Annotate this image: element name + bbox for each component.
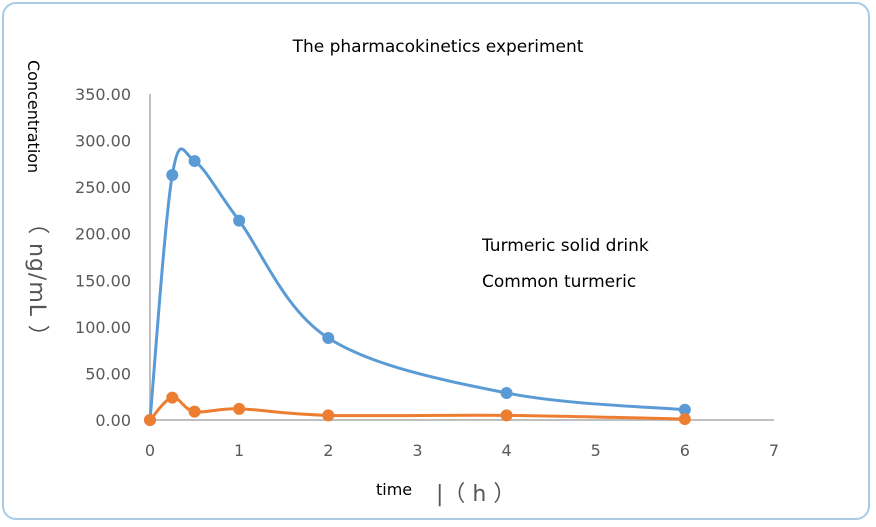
chart-title: The pharmacokinetics experiment <box>292 37 584 57</box>
data-point-series-1 <box>188 405 201 418</box>
x-axis-label: time <box>376 480 413 499</box>
data-point-series-0 <box>233 214 246 227</box>
y-tick-label: 250.00 <box>75 178 131 197</box>
y-tick-label: 200.00 <box>75 225 131 244</box>
data-point-series-1 <box>678 413 691 426</box>
data-point-series-1 <box>322 409 335 422</box>
x-axis-unit: |（ h ） <box>436 482 516 507</box>
y-tick-label: 0.00 <box>95 411 131 430</box>
x-tick-label: 7 <box>769 441 779 460</box>
series-line-1 <box>148 396 685 422</box>
data-point-series-1 <box>233 402 246 415</box>
data-point-series-1 <box>500 409 513 422</box>
data-point-series-0 <box>322 332 335 345</box>
x-tick-label: 1 <box>234 441 244 460</box>
y-axis-unit: （ ng/mL ） <box>24 212 49 348</box>
x-tick-label: 4 <box>501 441 511 460</box>
y-tick-label: 300.00 <box>75 132 131 151</box>
y-tick-label: 100.00 <box>75 318 131 337</box>
data-point-series-1 <box>144 414 156 426</box>
x-tick-label: 6 <box>680 441 690 460</box>
x-tick-label: 3 <box>412 441 422 460</box>
chart-frame <box>2 2 870 520</box>
x-tick-label: 2 <box>323 441 333 460</box>
legend-entry-1: Common turmeric <box>482 272 637 292</box>
y-tick-label: 50.00 <box>85 364 131 383</box>
data-point-series-0 <box>500 386 513 399</box>
data-point-series-0 <box>188 155 201 168</box>
y-tick-label: 350.00 <box>75 85 131 104</box>
data-point-series-0 <box>166 169 179 182</box>
x-tick-label: 0 <box>145 441 155 460</box>
y-tick-label: 150.00 <box>75 271 131 290</box>
legend-entry-0: Turmeric solid drink <box>482 236 649 256</box>
data-point-series-0 <box>678 403 691 416</box>
series-line-0 <box>148 147 685 421</box>
y-axis-label: Concentration <box>24 60 43 174</box>
data-point-series-1 <box>166 391 179 404</box>
x-tick-label: 5 <box>591 441 601 460</box>
